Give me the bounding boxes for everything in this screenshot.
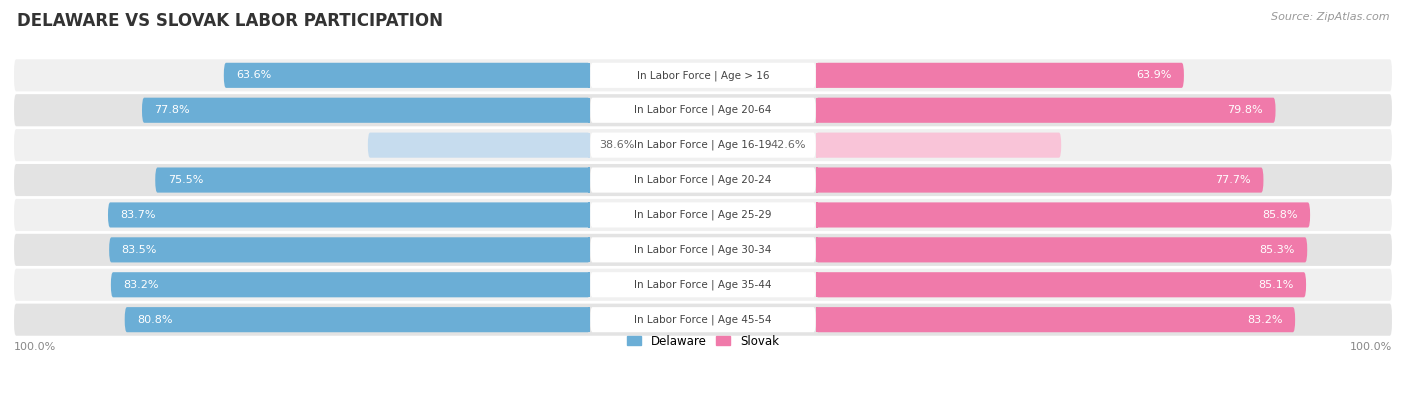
- FancyBboxPatch shape: [815, 272, 1306, 297]
- FancyBboxPatch shape: [155, 167, 591, 193]
- Text: 42.6%: 42.6%: [770, 140, 807, 150]
- Text: 77.7%: 77.7%: [1215, 175, 1251, 185]
- FancyBboxPatch shape: [368, 133, 591, 158]
- FancyBboxPatch shape: [108, 202, 591, 228]
- Bar: [588, 133, 591, 158]
- Bar: [815, 167, 818, 193]
- FancyBboxPatch shape: [815, 202, 1310, 228]
- Bar: [815, 307, 818, 332]
- FancyBboxPatch shape: [14, 269, 1392, 301]
- Text: 100.0%: 100.0%: [14, 342, 56, 352]
- Bar: [588, 307, 591, 332]
- Text: In Labor Force | Age 35-44: In Labor Force | Age 35-44: [634, 280, 772, 290]
- Text: 83.2%: 83.2%: [124, 280, 159, 290]
- Text: 85.1%: 85.1%: [1258, 280, 1294, 290]
- FancyBboxPatch shape: [591, 202, 815, 228]
- Text: 100.0%: 100.0%: [1350, 342, 1392, 352]
- FancyBboxPatch shape: [14, 164, 1392, 196]
- FancyBboxPatch shape: [14, 94, 1392, 126]
- Text: 83.5%: 83.5%: [122, 245, 157, 255]
- Text: In Labor Force | Age 20-24: In Labor Force | Age 20-24: [634, 175, 772, 185]
- Text: 77.8%: 77.8%: [155, 105, 190, 115]
- Text: 83.7%: 83.7%: [121, 210, 156, 220]
- FancyBboxPatch shape: [224, 63, 591, 88]
- Text: Source: ZipAtlas.com: Source: ZipAtlas.com: [1271, 12, 1389, 22]
- Bar: [815, 63, 818, 88]
- Text: 63.9%: 63.9%: [1136, 70, 1171, 80]
- FancyBboxPatch shape: [815, 167, 1264, 193]
- Bar: [815, 272, 818, 297]
- FancyBboxPatch shape: [591, 237, 815, 262]
- Bar: [815, 98, 818, 123]
- FancyBboxPatch shape: [110, 237, 591, 262]
- Text: In Labor Force | Age 20-64: In Labor Force | Age 20-64: [634, 105, 772, 115]
- FancyBboxPatch shape: [14, 304, 1392, 336]
- FancyBboxPatch shape: [591, 167, 815, 193]
- Bar: [588, 272, 591, 297]
- Bar: [588, 167, 591, 193]
- FancyBboxPatch shape: [591, 307, 815, 332]
- Bar: [588, 202, 591, 228]
- Legend: Delaware, Slovak: Delaware, Slovak: [627, 335, 779, 348]
- Text: In Labor Force | Age 25-29: In Labor Force | Age 25-29: [634, 210, 772, 220]
- Text: In Labor Force | Age 16-19: In Labor Force | Age 16-19: [634, 140, 772, 150]
- Text: 38.6%: 38.6%: [599, 140, 636, 150]
- Bar: [815, 133, 818, 158]
- Bar: [815, 202, 818, 228]
- Text: 83.2%: 83.2%: [1247, 315, 1282, 325]
- Bar: [588, 98, 591, 123]
- FancyBboxPatch shape: [14, 59, 1392, 91]
- Text: 79.8%: 79.8%: [1227, 105, 1263, 115]
- Text: 75.5%: 75.5%: [167, 175, 202, 185]
- FancyBboxPatch shape: [591, 63, 815, 88]
- FancyBboxPatch shape: [815, 237, 1308, 262]
- FancyBboxPatch shape: [142, 98, 591, 123]
- Bar: [588, 63, 591, 88]
- FancyBboxPatch shape: [14, 199, 1392, 231]
- FancyBboxPatch shape: [591, 272, 815, 297]
- Text: 85.3%: 85.3%: [1260, 245, 1295, 255]
- Text: In Labor Force | Age 45-54: In Labor Force | Age 45-54: [634, 314, 772, 325]
- Text: In Labor Force | Age > 16: In Labor Force | Age > 16: [637, 70, 769, 81]
- Text: 63.6%: 63.6%: [236, 70, 271, 80]
- FancyBboxPatch shape: [14, 234, 1392, 266]
- Text: In Labor Force | Age 30-34: In Labor Force | Age 30-34: [634, 245, 772, 255]
- FancyBboxPatch shape: [125, 307, 591, 332]
- FancyBboxPatch shape: [815, 133, 1062, 158]
- Bar: [588, 237, 591, 262]
- Text: DELAWARE VS SLOVAK LABOR PARTICIPATION: DELAWARE VS SLOVAK LABOR PARTICIPATION: [17, 12, 443, 30]
- FancyBboxPatch shape: [815, 98, 1275, 123]
- FancyBboxPatch shape: [815, 307, 1295, 332]
- FancyBboxPatch shape: [591, 133, 815, 158]
- FancyBboxPatch shape: [14, 129, 1392, 161]
- Text: 85.8%: 85.8%: [1263, 210, 1298, 220]
- FancyBboxPatch shape: [591, 98, 815, 123]
- FancyBboxPatch shape: [815, 63, 1184, 88]
- Bar: [815, 237, 818, 262]
- FancyBboxPatch shape: [111, 272, 591, 297]
- Text: 80.8%: 80.8%: [138, 315, 173, 325]
